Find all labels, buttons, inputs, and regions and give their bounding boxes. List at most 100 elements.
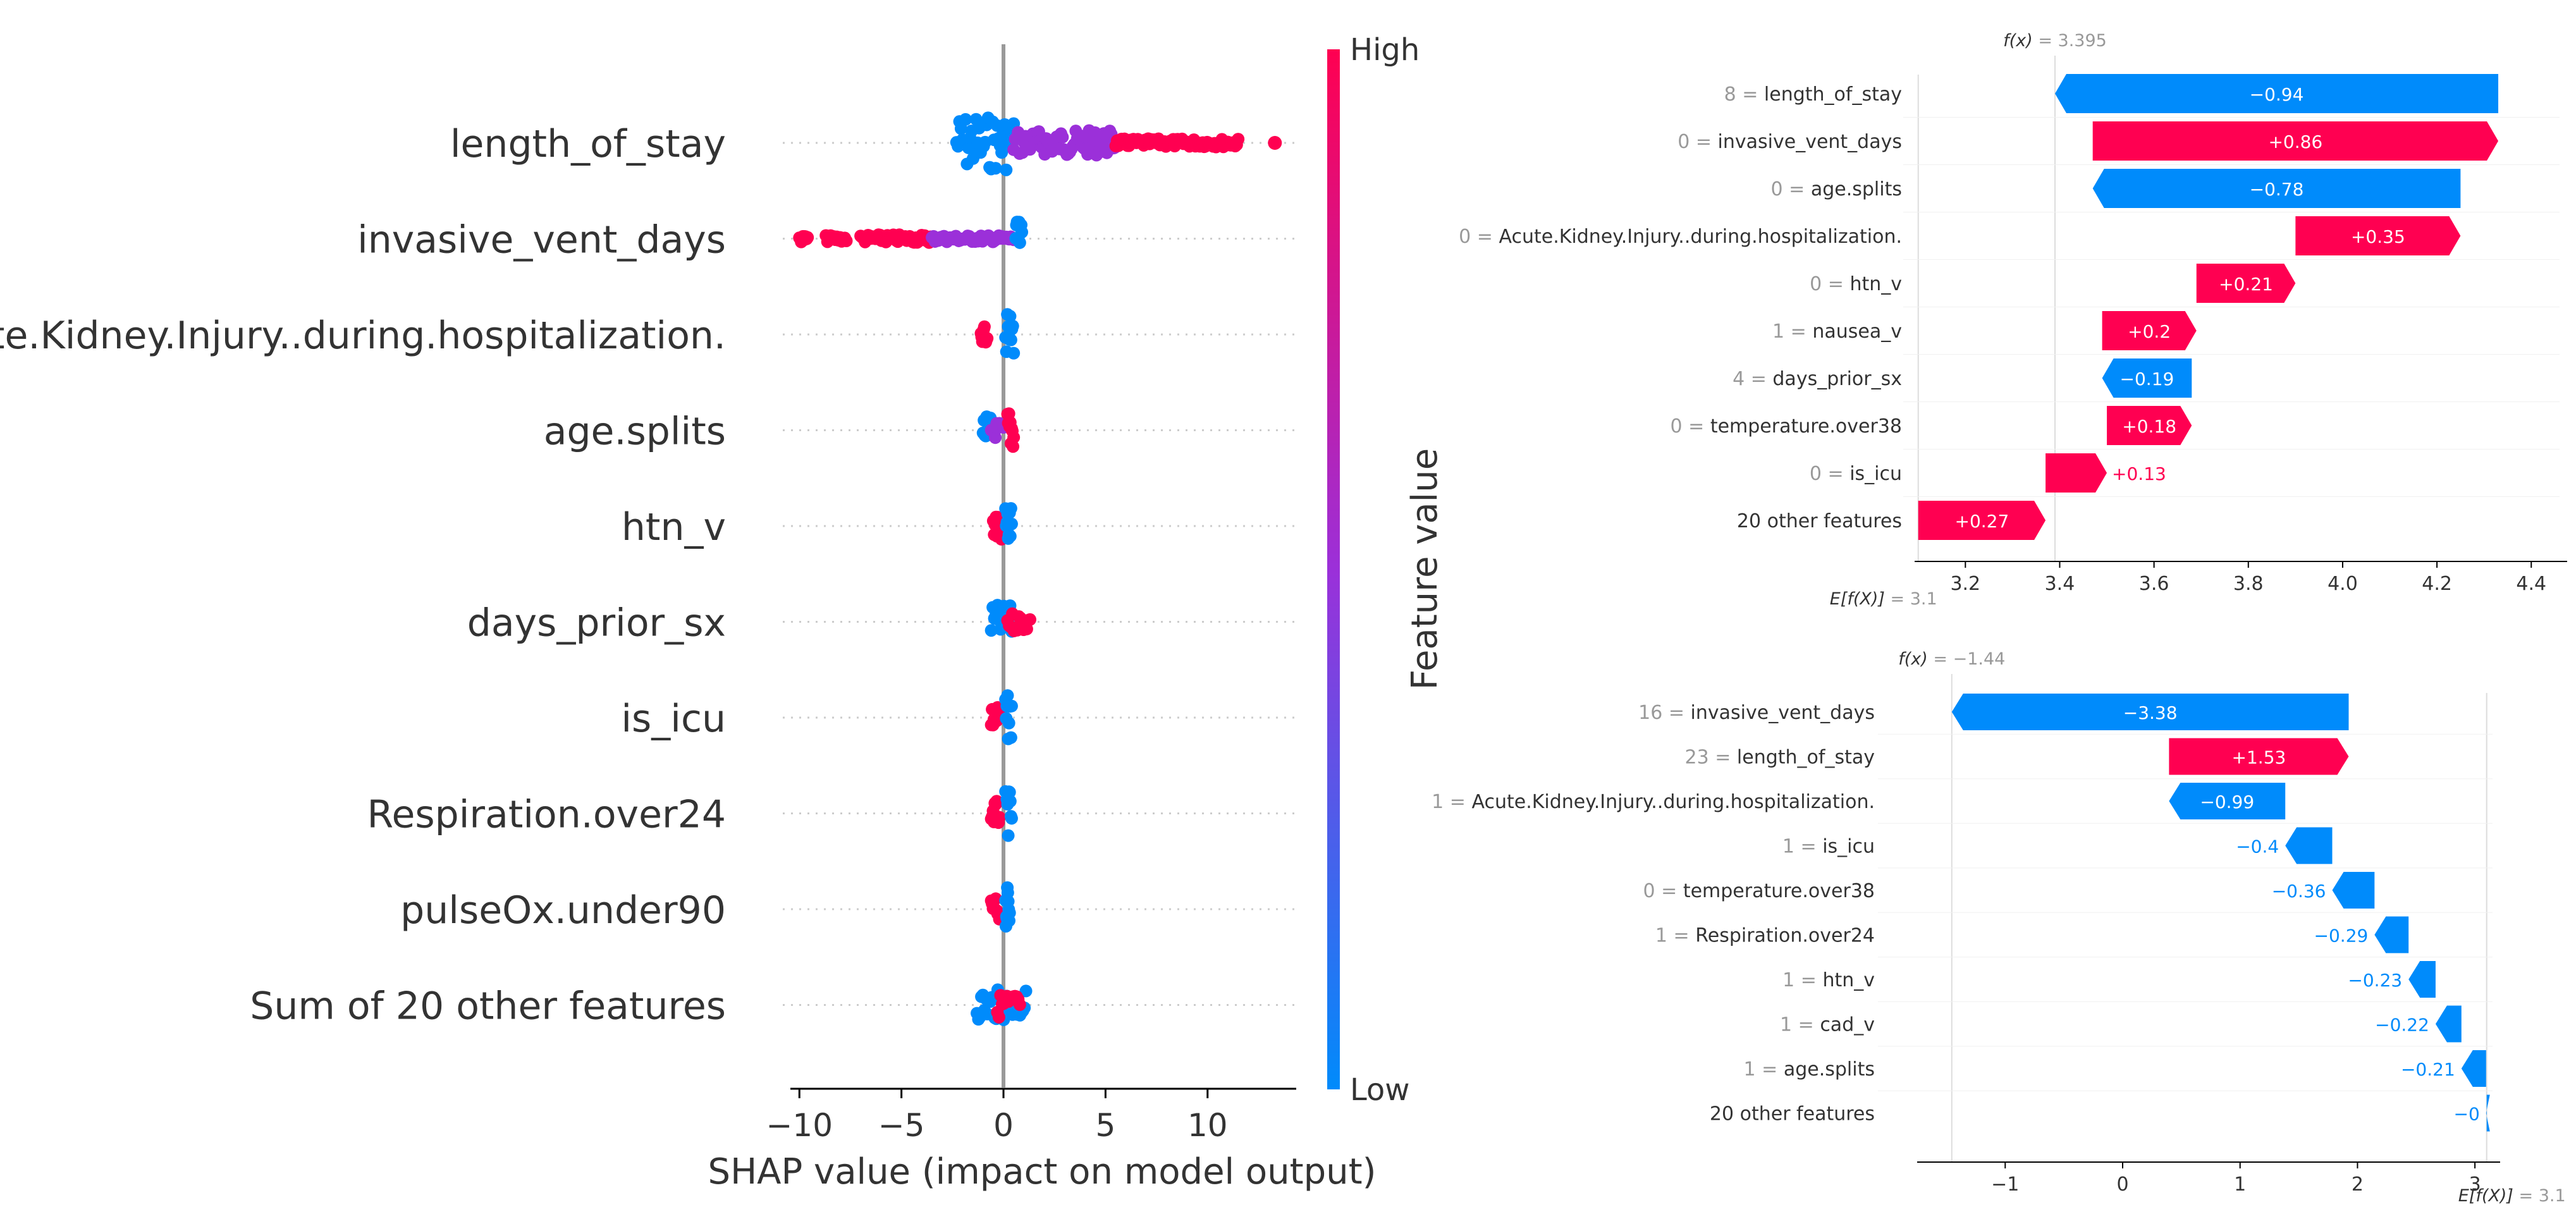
x-tick-label: −1 <box>1991 1173 2019 1196</box>
feature-value: 0 <box>1459 226 1471 248</box>
waterfall-bar-label: −0.29 <box>2314 926 2369 946</box>
feature-value: 4 <box>1733 368 1745 390</box>
feature-name: is_icu <box>1849 463 1902 485</box>
shap-point <box>978 320 991 333</box>
feature-name: age.splits <box>1811 178 1902 200</box>
shap-point <box>1056 130 1069 144</box>
feature-value: 8 <box>1724 83 1736 106</box>
waterfall-bar-label: −0.4 <box>2236 836 2279 857</box>
equals-sign: = <box>1683 415 1710 438</box>
shap-point <box>1002 829 1015 842</box>
feature-value: 0 <box>1677 131 1690 153</box>
equals-sign: = <box>1794 836 1822 858</box>
feature-name: is_icu <box>1822 836 1875 858</box>
waterfall-bar-label: +0.2 <box>2128 321 2171 342</box>
waterfall-bar <box>2295 216 2461 255</box>
waterfall-bar <box>2169 738 2349 775</box>
waterfall-bar <box>1951 694 2349 730</box>
equals-sign: = <box>1667 925 1695 947</box>
feature-label: is_icu <box>621 697 726 741</box>
x-tick-label: 10 <box>1187 1107 1228 1144</box>
shap-point <box>1019 984 1033 998</box>
shap-point <box>1005 699 1018 713</box>
shap-point <box>1006 319 1019 333</box>
waterfall-bar-label: −0.78 <box>2250 179 2304 200</box>
feature-name: age.splits <box>1784 1058 1875 1081</box>
waterfall-bar <box>2461 1050 2486 1087</box>
feature-name: invasive_vent_days <box>1718 131 1902 153</box>
waterfall-feature-row-label: 1 = age.splits <box>1744 1058 1875 1081</box>
equals-sign: = <box>1756 1058 1784 1081</box>
ex-value: 3.1 <box>1910 589 1937 609</box>
shap-point <box>1015 226 1029 239</box>
feature-name: invasive_vent_days <box>1691 702 1875 724</box>
shap-point <box>989 892 1002 905</box>
colorbar-low-label: Low <box>1350 1072 1410 1108</box>
waterfall-feature-row-label: 4 = days_prior_sx <box>1733 368 1902 390</box>
waterfall-bar-label: −0.36 <box>2272 881 2326 902</box>
feature-label: length_of_stay <box>450 122 726 166</box>
shap-point <box>1268 136 1282 150</box>
shap-point <box>959 113 972 126</box>
x-tick-label: 4.4 <box>2516 573 2546 595</box>
shap-point <box>989 162 1002 175</box>
shap-point <box>1007 431 1021 444</box>
waterfall-feature-row-label: 1 = nausea_v <box>1772 321 1902 343</box>
equals-sign: = <box>1784 321 1812 343</box>
waterfall-bar <box>1918 501 2046 540</box>
shap-point <box>989 431 1002 444</box>
equals-sign: = <box>1655 880 1683 902</box>
feature-name: temperature.over38 <box>1683 880 1875 902</box>
fx-annotation: f(x) = −1.44 <box>1898 649 2005 669</box>
equals-sign: = <box>1471 226 1499 248</box>
x-tick-label: 0 <box>2116 1173 2128 1196</box>
shap-point <box>984 624 998 637</box>
shap-point <box>1013 998 1026 1012</box>
fx-value: 3.395 <box>2058 31 2107 51</box>
shap-waterfall-plot-top: −0.94 8 = length_of_stay +0.86 0 = invasive… <box>1459 31 2567 609</box>
shap-point <box>1023 613 1036 626</box>
feature-value: 1 <box>1780 1014 1792 1036</box>
waterfall-bar <box>2486 1094 2490 1132</box>
waterfall-feature-row-label: 1 = Respiration.over24 <box>1655 925 1875 947</box>
waterfall-bar <box>2285 827 2333 864</box>
waterfall-bar-label: +0.18 <box>2122 416 2176 437</box>
waterfall-feature-row-label: 0 = htn_v <box>1810 273 1902 295</box>
equals-sign: = <box>1792 1014 1820 1036</box>
fx-symbol: f(x) <box>2003 31 2033 51</box>
feature-label: invasive_vent_days <box>357 218 726 262</box>
x-tick-label: 3.8 <box>2233 573 2264 595</box>
shap-point <box>993 811 1006 824</box>
feature-name: length_of_stay <box>1737 747 1875 769</box>
waterfall-bar-label: −0 <box>2454 1104 2480 1125</box>
waterfall-feature-row-label: 23 = length_of_stay <box>1685 747 1875 769</box>
waterfall-bar <box>2092 169 2461 208</box>
shap-point <box>1003 310 1017 323</box>
shap-point <box>992 1010 1005 1024</box>
shap-point <box>1004 502 1017 515</box>
waterfall-bar-label: −0.19 <box>2120 369 2174 389</box>
equals-sign: = <box>1822 273 1849 295</box>
fx-value: −1.44 <box>1953 649 2006 669</box>
waterfall-bar <box>2196 264 2296 303</box>
feature-label: Sum of 20 other features <box>250 984 726 1029</box>
waterfall-feature-row-label: 16 = invasive_vent_days <box>1638 702 1875 724</box>
equals-sign: = <box>1444 791 1471 813</box>
waterfall-bar-label: +0.27 <box>1955 511 2009 532</box>
waterfall-feature-row-label: 1 = htn_v <box>1782 969 1875 991</box>
shap-point <box>1232 133 1245 146</box>
x-tick-label: 3.4 <box>2045 573 2075 595</box>
feature-value: 1 <box>1432 791 1444 813</box>
fx-annotation: f(x) = 3.395 <box>2003 31 2107 51</box>
feature-value: 16 <box>1638 702 1662 724</box>
waterfall-bar-label: −0.23 <box>2348 970 2402 991</box>
shap-point <box>1000 163 1013 176</box>
shap-point <box>1004 333 1017 346</box>
waterfall-feature-row-label: 0 = is_icu <box>1810 463 1902 485</box>
equals-sign: = <box>1709 747 1737 769</box>
equals-sign: = <box>1928 649 1953 669</box>
waterfall-feature-row-label: 0 = invasive_vent_days <box>1677 131 1902 153</box>
waterfall-bar <box>2169 783 2286 819</box>
waterfall-bar <box>2374 916 2409 953</box>
